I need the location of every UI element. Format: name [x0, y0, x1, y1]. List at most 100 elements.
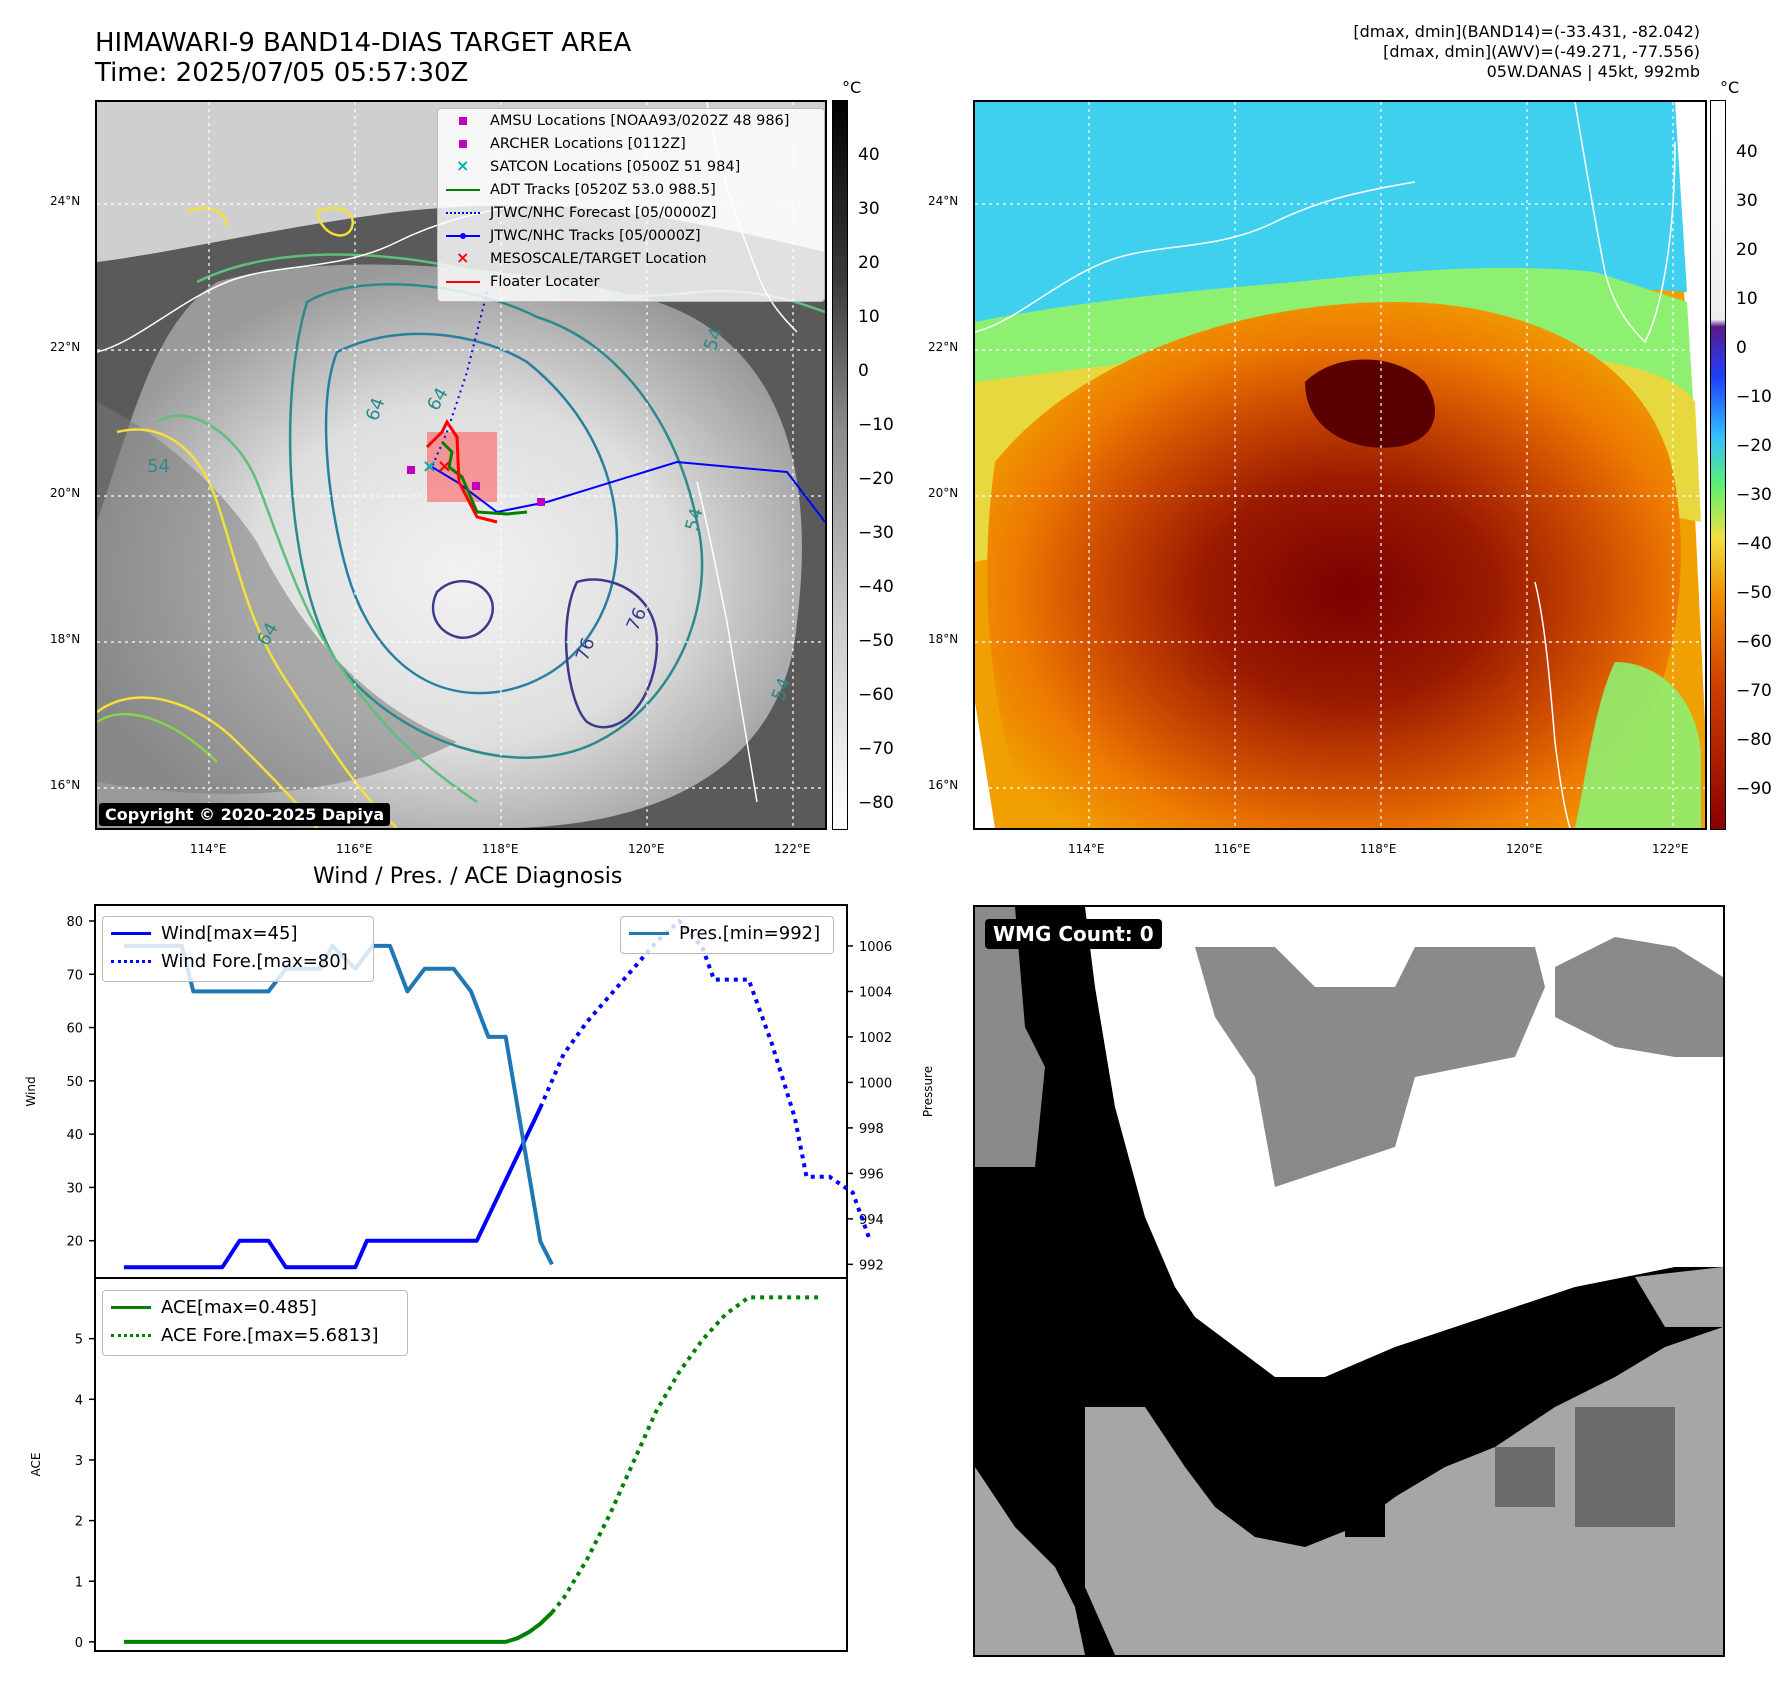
wv-lat-label: 24°N: [928, 194, 959, 208]
ir-colorbar-unit: °C: [842, 78, 862, 97]
wmg-cell: [1575, 1407, 1675, 1527]
pressure-ytick-label: 996: [859, 1167, 884, 1182]
ir-colorbar-tick: −10: [858, 415, 894, 435]
best-track: [431, 460, 825, 523]
wmg-cell: [1495, 1447, 1555, 1507]
ace-ytick-label: 2: [75, 1515, 83, 1530]
wv-colorbar-unit: °C: [1720, 78, 1740, 97]
copyright-badge: Copyright © 2020-2025 Dapiya: [99, 803, 391, 826]
ace-legend: ACE[max=0.485] ACE Fore.[max=5.6813]: [102, 1290, 408, 1356]
chart-title: HIMAWARI-9 BAND14-DIAS TARGET AREA: [95, 28, 632, 58]
ir-colorbar-tick: −60: [858, 685, 894, 705]
ir-colorbar-tick: −70: [858, 739, 894, 759]
wv-colorbar-tick: −70: [1736, 681, 1772, 701]
ir-colorbar-tick: −50: [858, 631, 894, 651]
ir-legend: AMSU Locations [NOAA93/0202Z 48 986] ARC…: [437, 108, 825, 302]
ir-lat-label: 16°N: [50, 778, 81, 792]
wv-lat-label: 22°N: [928, 340, 959, 354]
info-awv: [dmax, dmin](AWV)=(-49.271, -77.556): [1383, 42, 1700, 61]
ir-colorbar-tick: −30: [858, 523, 894, 543]
ir-colorbar-tick: −80: [858, 793, 894, 813]
wind-ytick-label: 50: [66, 1075, 83, 1090]
ace-axes-frame: [94, 1277, 848, 1652]
chart-time: Time: 2025/07/05 05:57:30Z: [95, 58, 469, 88]
ace-ytick-label: 3: [75, 1454, 83, 1469]
adt-track: [440, 440, 528, 516]
pressure-ytick-label: 992: [859, 1258, 884, 1273]
wind-series: [123, 1106, 543, 1270]
wv-colorbar-tick: −90: [1736, 779, 1772, 799]
pressure-legend: Pres.[min=992]: [620, 916, 834, 954]
ace-ytick-label: 1: [75, 1575, 83, 1590]
wind-ytick-label: 60: [66, 1022, 83, 1037]
wind-ylabel: Wind: [24, 1076, 38, 1106]
legend-item-wind: Wind[max=45]: [111, 923, 298, 944]
wv-lon-label: 118°E: [1360, 842, 1397, 856]
ir-lon-label: 114°E: [190, 842, 227, 856]
info-storm: 05W.DANAS | 45kt, 992mb: [1486, 62, 1700, 81]
wv-lon-label: 122°E: [1652, 842, 1689, 856]
wv-map-panel: [973, 100, 1707, 830]
wv-lat-label: 20°N: [928, 486, 959, 500]
info-band14: [dmax, dmin](BAND14)=(-33.431, -82.042): [1353, 22, 1700, 41]
ace-ytick-label: 5: [75, 1333, 83, 1348]
wv-colorbar: [1710, 100, 1726, 830]
target-marker: ×: [437, 456, 452, 477]
ir-colorbar-tick: 0: [858, 361, 869, 381]
wv-colorbar-tick: −10: [1736, 387, 1772, 407]
pressure-ytick-label: 1002: [859, 1031, 892, 1046]
ir-colorbar: [832, 100, 848, 830]
ir-lon-label: 122°E: [774, 842, 811, 856]
wv-colorbar-tick: −40: [1736, 534, 1772, 554]
diagnosis-chart: 2030405060708099299499699810001002100410…: [24, 904, 935, 1652]
ace-ytick-label: 0: [75, 1636, 83, 1651]
pressure-ylabel: Pressure: [921, 1066, 935, 1117]
wind-pressure-plot: 20 30 40 50 60 70 80 992 994 996 998 1000 1002 1004 10…: [24, 904, 935, 1279]
wv-lon-label: 116°E: [1214, 842, 1251, 856]
wind-ytick-label: 70: [66, 968, 83, 983]
legend-item-satcon: × SATCON Locations [0500Z 51 984]: [456, 156, 741, 175]
wv-colorbar-tick: −20: [1736, 436, 1772, 456]
ir-map-panel: 64 64 54 54 54 64 76 76 54 × × AMSU Loca…: [95, 100, 827, 830]
wmg-image: [975, 907, 1723, 1655]
ir-lat-label: 22°N: [50, 340, 81, 354]
wv-colorbar-tick: 40: [1736, 142, 1758, 162]
wv-lat-label: 16°N: [928, 778, 959, 792]
pressure-ytick-label: 1004: [859, 985, 892, 1000]
ace-plot: 0 1 2 3 4 5 ACE: [29, 1277, 848, 1652]
legend-item-adt: ADT Tracks [0520Z 53.0 988.5]: [446, 180, 716, 200]
legend-item-archer: ARCHER Locations [0112Z]: [446, 134, 686, 154]
pressure-ytick-label: 1000: [859, 1076, 892, 1091]
pressure-series: [123, 943, 554, 1266]
wv-colorbar-tick: 30: [1736, 191, 1758, 211]
ace-series: [123, 1611, 554, 1644]
floater-track: [425, 419, 498, 524]
wv-colorbar-tick: −80: [1736, 730, 1772, 750]
pressure-ytick-label: 1006: [859, 940, 892, 955]
archer-marker: [537, 498, 545, 506]
pressure-ytick-label: 998: [859, 1122, 884, 1137]
diagnosis-title: Wind / Pres. / ACE Diagnosis: [313, 864, 623, 889]
legend-item-ace: ACE[max=0.485]: [111, 1297, 317, 1318]
legend-item-wind-forecast: Wind Fore.[max=80]: [111, 951, 348, 972]
satcon-marker: ×: [422, 456, 437, 477]
wv-map-image: [975, 102, 1705, 828]
ir-colorbar-tick: 20: [858, 253, 880, 273]
legend-item-ace-forecast: ACE Fore.[max=5.6813]: [111, 1325, 379, 1346]
wind-legend: Wind[max=45] Wind Fore.[max=80]: [102, 916, 374, 982]
wmg-panel: WMG Count: 0: [973, 905, 1725, 1657]
ir-colorbar-tick: 30: [858, 199, 880, 219]
wmg-cell: [1345, 1467, 1385, 1537]
legend-item-floater: Floater Locater: [446, 272, 599, 292]
wv-colorbar-tick: 0: [1736, 338, 1747, 358]
ir-lat-label: 18°N: [50, 632, 81, 646]
ace-ylabel: ACE: [29, 1453, 43, 1477]
wv-lat-label: 18°N: [928, 632, 959, 646]
forecast-track: [431, 291, 488, 468]
ir-colorbar-tick: −20: [858, 469, 894, 489]
ir-colorbar-tick: −40: [858, 577, 894, 597]
archer-marker: [472, 482, 480, 490]
wv-lon-label: 114°E: [1068, 842, 1105, 856]
legend-item-forecast: JTWC/NHC Forecast [05/0000Z]: [446, 203, 716, 223]
ir-colorbar-tick: 40: [858, 145, 880, 165]
